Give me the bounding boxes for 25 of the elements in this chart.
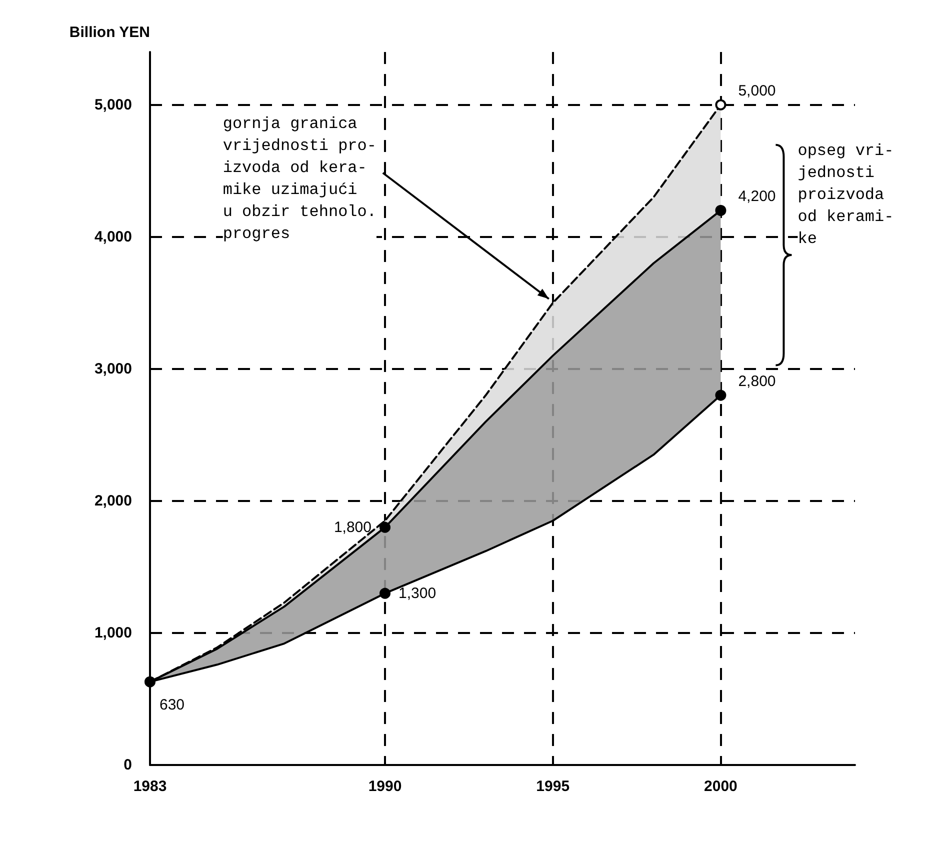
point bbox=[715, 390, 726, 401]
x-tick-label: 1995 bbox=[536, 778, 570, 795]
y-tick-label: 4,000 bbox=[94, 228, 132, 246]
y-tick-label: 2,000 bbox=[94, 492, 132, 510]
y-axis-title: Billion YEN bbox=[69, 24, 150, 41]
point bbox=[380, 522, 390, 533]
point bbox=[380, 588, 390, 599]
annotation: gornja granica vrijednosti pro- izvoda od kera- mike uzimajući u obzir tehnolo. progres bbox=[222, 114, 376, 243]
y-tick-label: 1,000 bbox=[94, 624, 132, 642]
data-label: 1,800 bbox=[334, 518, 372, 536]
annotation: opseg vri- jednosti proizvoda od kerami- ke bbox=[798, 142, 894, 248]
point bbox=[715, 204, 726, 216]
data-label: 630 bbox=[159, 696, 185, 714]
data-label: 2,800 bbox=[738, 372, 776, 390]
point bbox=[715, 99, 726, 110]
y-tick-label: 0 bbox=[124, 756, 132, 774]
data-label: 1,300 bbox=[398, 584, 436, 602]
point bbox=[144, 676, 156, 688]
x-tick-label: 2000 bbox=[704, 778, 738, 795]
x-tick-label: 1983 bbox=[133, 778, 167, 795]
y-tick-label: 5,000 bbox=[94, 96, 132, 114]
data-label: 4,200 bbox=[738, 188, 776, 205]
y-tick-label: 3,000 bbox=[94, 360, 132, 378]
x-tick-label: 1990 bbox=[368, 778, 402, 795]
data-label: 5,000 bbox=[738, 82, 776, 100]
